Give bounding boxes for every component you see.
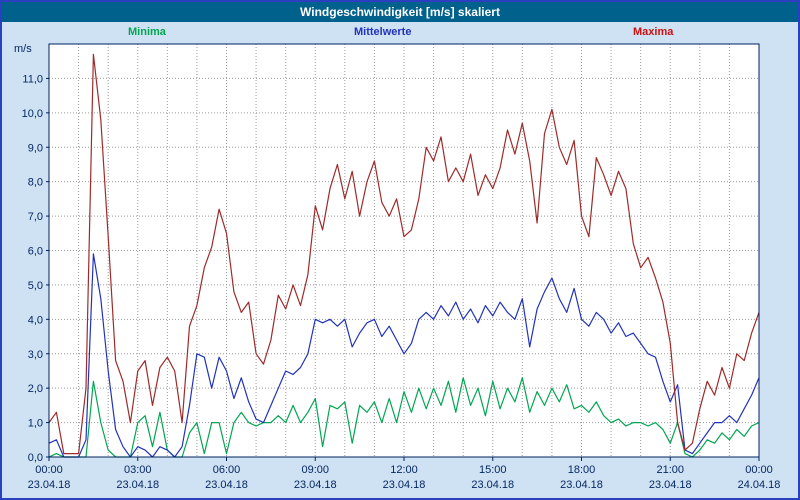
- gridlines: [49, 44, 759, 457]
- x-tick-date: 23.04.18: [116, 479, 159, 491]
- y-tick-label: 3,0: [28, 349, 43, 361]
- series-mittelwerte: [48, 253, 760, 458]
- chart-title: Windgeschwindigkeit [m/s] skaliert: [300, 5, 500, 19]
- x-tick-date: 24.04.18: [738, 479, 781, 491]
- y-tick-label: 0,0: [28, 452, 43, 464]
- legend-label-mittelwerte: Mittelwerte: [354, 26, 412, 38]
- y-tick-label: 8,0: [28, 177, 43, 189]
- x-axis-labels: 00:00 23.04.18 03:00 23.04.18 06:00 23.04.18 0…: [28, 457, 781, 491]
- chart-title-bar: Windgeschwindigkeit [m/s] skaliert: [2, 2, 798, 22]
- x-tick-date: 23.04.18: [28, 479, 71, 491]
- y-axis-labels: 0,0 1,0 2,0 3,0 4,0 5,0 6,0 7,0 8,0 9,0 10,0 11,0: [22, 73, 49, 464]
- y-tick-label: 11,0: [22, 73, 43, 85]
- x-tick-time: 09:00: [301, 464, 329, 476]
- y-tick-label: 10,0: [22, 108, 43, 120]
- x-tick-time: 06:00: [213, 464, 241, 476]
- x-tick-time: 00:00: [35, 464, 63, 476]
- x-tick-time: 03:00: [124, 464, 152, 476]
- x-tick-date: 23.04.18: [649, 479, 692, 491]
- x-tick-date: 23.04.18: [560, 479, 603, 491]
- x-tick-time: 00:00: [745, 464, 773, 476]
- x-tick-date: 23.04.18: [383, 479, 426, 491]
- y-tick-label: 7,0: [28, 211, 43, 223]
- legend-label-minima: Minima: [128, 26, 166, 38]
- y-tick-label: 1,0: [28, 418, 43, 430]
- x-tick-time: 18:00: [568, 464, 596, 476]
- y-axis-unit-label: m/s: [14, 43, 32, 55]
- x-tick-date: 23.04.18: [471, 479, 514, 491]
- series-maxima: [48, 53, 760, 455]
- x-tick-date: 23.04.18: [294, 479, 337, 491]
- x-tick-time: 15:00: [479, 464, 507, 476]
- y-tick-label: 2,0: [28, 383, 43, 395]
- legend-label-maxima: Maxima: [633, 26, 674, 38]
- y-tick-label: 5,0: [28, 280, 43, 292]
- x-tick-time: 21:00: [656, 464, 684, 476]
- y-tick-label: 6,0: [28, 246, 43, 258]
- y-tick-label: 9,0: [28, 142, 43, 154]
- y-tick-label: 4,0: [28, 314, 43, 326]
- x-tick-time: 12:00: [390, 464, 418, 476]
- x-tick-date: 23.04.18: [205, 479, 248, 491]
